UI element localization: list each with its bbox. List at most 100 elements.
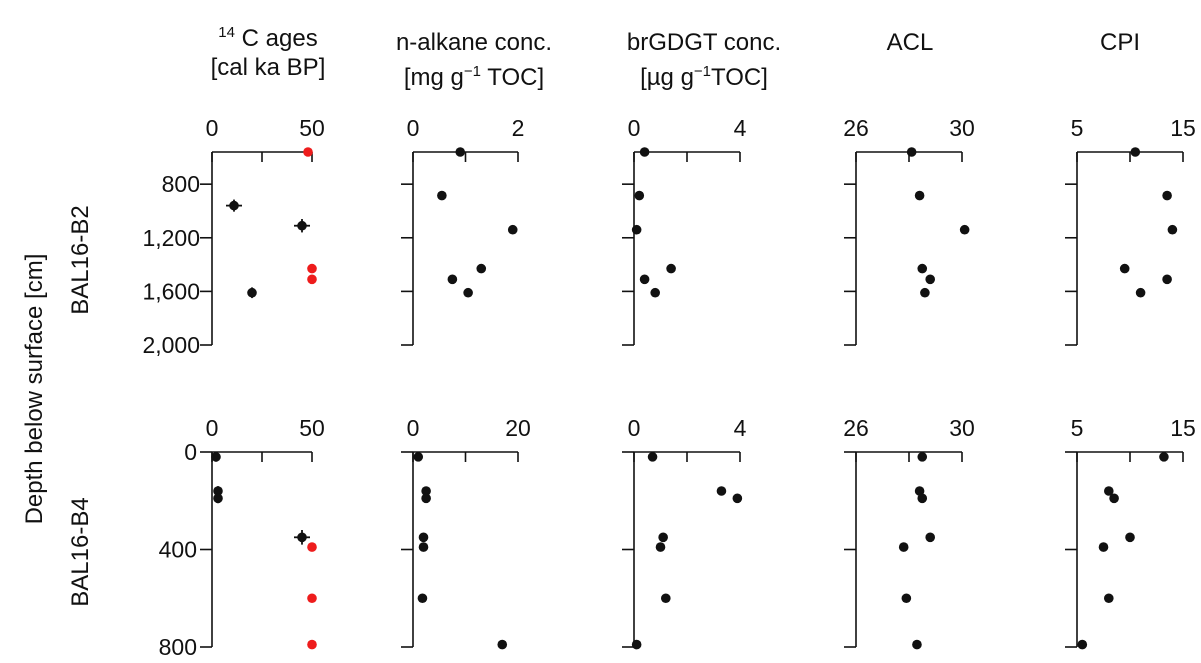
row1-panel4-data-point <box>914 190 925 201</box>
row2-panel2-xtick-label: 20 <box>505 415 531 441</box>
header-brgdgt-line1: brGDGT conc. <box>626 29 782 56</box>
row2-panel3-data-point <box>661 593 671 604</box>
row2-panel3-data-point <box>655 542 666 552</box>
row2-ytick-label: 800 <box>159 634 197 660</box>
row1-panel3-data-point <box>650 287 660 298</box>
row1-panel3-data-point <box>631 224 642 235</box>
row2-panel1-data-point <box>213 493 223 504</box>
row2-panel5-data-point <box>1125 532 1135 543</box>
row2-panel5-data-point <box>1109 493 1119 504</box>
row2-panel4-data-point <box>898 542 909 552</box>
row2-panel1-excluded-point <box>307 542 317 552</box>
row2-panel2-data-point <box>421 486 431 496</box>
row2-panel2-data-point <box>413 452 424 462</box>
row1-panel1-data-point <box>247 287 257 298</box>
row1-panel2-data-point <box>455 147 466 157</box>
row2-panel5-xtick-label: 15 <box>1170 415 1196 441</box>
row2-panel3-data-point <box>716 486 727 496</box>
row1-panel4-xtick-label: 26 <box>843 115 869 141</box>
row1-panel5-data-point <box>1162 274 1172 285</box>
row2-panel3-data-point <box>658 532 668 543</box>
row2-panel4-data-point <box>917 493 928 504</box>
header-n-alkane-sup: −1 <box>463 63 481 80</box>
row2-panel3-data-point <box>732 493 743 504</box>
row2-panel1-excluded-point <box>307 639 317 650</box>
row2-panel5-data-point <box>1104 486 1114 496</box>
row1-panel5-data-point <box>1119 263 1130 274</box>
row2-ytick-label: 0 <box>184 439 197 465</box>
row2-panel4-data-point <box>901 593 912 604</box>
row1-panel4-data-point <box>959 224 970 235</box>
row1-panel5-data-point <box>1130 147 1141 157</box>
row1-panel1-excluded-point <box>307 274 317 285</box>
row1-panel5-data-point <box>1162 190 1172 201</box>
row1-panel1-xtick-label: 50 <box>299 115 325 141</box>
row1-panel2-data-point <box>437 190 447 201</box>
row1-panel5-xtick-label: 15 <box>1170 115 1196 141</box>
header-14c-text: C ages <box>234 25 318 52</box>
row1-panel4-data-point <box>920 287 930 298</box>
header-brgdgt: brGDGT conc. [µg g−1TOC] <box>590 28 818 92</box>
row1-ytick-label: 1,600 <box>142 278 200 304</box>
row1-panel1-data-point <box>297 220 307 231</box>
row2-panel1-data-point <box>297 532 307 543</box>
row1-panel5-xtick-label: 5 <box>1071 115 1084 141</box>
header-acl-line1: ACL <box>886 29 934 56</box>
header-brgdgt-line2: [µg g−1TOC] <box>590 57 818 92</box>
row2-ytick-label: 400 <box>159 537 197 563</box>
header-brgdgt-unit-a: [µg g <box>640 64 694 91</box>
header-14c-ages-line2: [cal ka BP] <box>210 54 326 81</box>
row2-panel2-data-point <box>497 639 508 650</box>
row1-panel3-xtick-label: 0 <box>628 115 641 141</box>
row1-panel4-data-point <box>906 147 917 157</box>
row2-panel3-xtick-label: 4 <box>734 415 747 441</box>
row2-panel2-data-point <box>421 493 431 504</box>
row1-panel3-data-point <box>639 274 650 285</box>
row2-panel5-data-point <box>1098 542 1109 552</box>
header-cpi-line1: CPI <box>1099 29 1140 56</box>
row1-panel2-data-point <box>476 263 487 274</box>
header-brgdgt-unit-b: TOC] <box>711 64 768 91</box>
row2-panel4-data-point <box>925 532 935 543</box>
row1-panel4-xtick-label: 30 <box>949 115 975 141</box>
header-n-alkane-line1: n-alkane conc. <box>395 29 553 56</box>
row1-panel2-xtick-label: 0 <box>407 115 420 141</box>
row2-panel3-data-point <box>631 639 642 650</box>
row2-panel4-xtick-label: 26 <box>843 415 869 441</box>
row1-ytick-label: 2,000 <box>142 332 200 358</box>
row2-panel4-data-point <box>914 486 925 496</box>
row2-panel2-data-point <box>417 593 428 604</box>
row1-panel1-excluded-point <box>307 263 317 274</box>
row1-ytick-label: 1,200 <box>142 225 200 251</box>
row2-panel2-xtick-label: 0 <box>407 415 420 441</box>
row2-panel1-xtick-label: 0 <box>206 415 219 441</box>
row2-panel4-xtick-label: 30 <box>949 415 975 441</box>
row2-panel4-data-point <box>917 452 928 462</box>
row1-panel2-data-point <box>507 224 518 235</box>
row2-panel2-data-point <box>418 532 429 543</box>
row1-panel3-data-point <box>634 190 645 201</box>
row1-panel3-data-point <box>639 147 650 157</box>
header-14c-ages: 14 C ages [cal ka BP] <box>178 18 358 82</box>
row2-panel5-xtick-label: 5 <box>1071 415 1084 441</box>
row2-panel1-xtick-label: 50 <box>299 415 325 441</box>
header-brgdgt-sup: −1 <box>693 63 712 80</box>
header-n-alkane: n-alkane conc. [mg g−1 TOC] <box>360 28 588 92</box>
row1-panel3-data-point <box>666 263 676 274</box>
row2-panel4-data-point <box>912 639 922 650</box>
row2-panel5-data-point <box>1159 452 1169 462</box>
row2-panel3-xtick-label: 0 <box>628 415 641 441</box>
header-n-alkane-line2: [mg g−1 TOC] <box>360 57 588 92</box>
row1-panel5-data-point <box>1167 224 1178 235</box>
header-acl: ACL <box>840 28 980 57</box>
row1-panel4-data-point <box>917 263 928 274</box>
row1-panel2-data-point <box>463 287 473 298</box>
row1-panel1-xtick-label: 0 <box>206 115 219 141</box>
row1-panel1-excluded-point <box>303 147 313 157</box>
row1-panel2-data-point <box>447 274 458 285</box>
row1-panel3-xtick-label: 4 <box>734 115 747 141</box>
row2-panel5-data-point <box>1104 593 1114 604</box>
header-n-alkane-unit-a: [mg g <box>403 64 464 91</box>
row2-panel1-data-point <box>211 452 221 462</box>
